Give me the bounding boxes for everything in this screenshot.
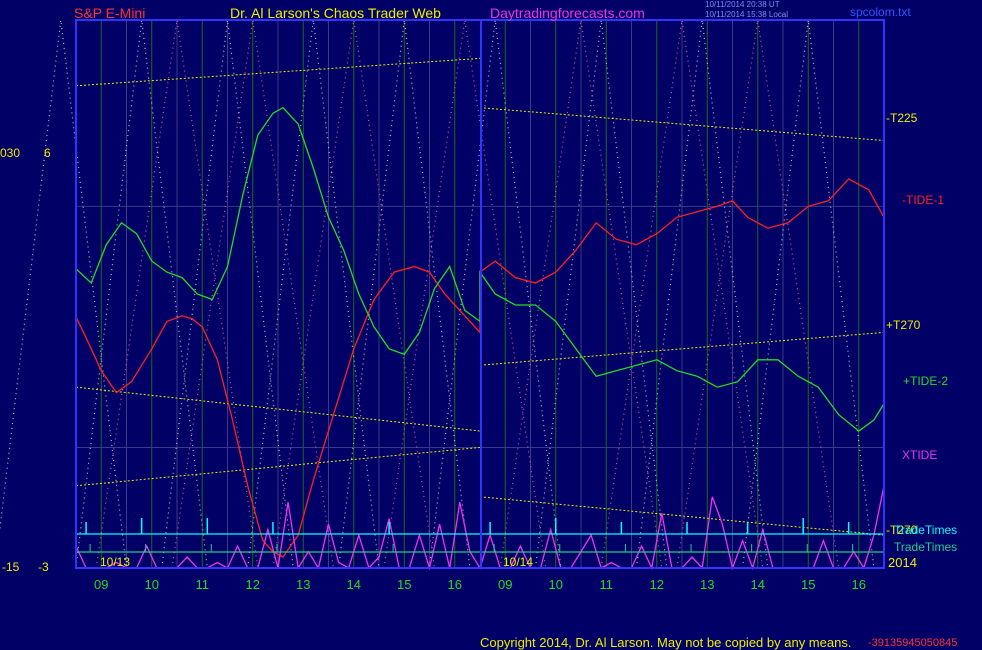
label-tradetimes-1: TradeTimes: [894, 523, 958, 537]
label-tradetimes-2: TradeTimes: [894, 540, 958, 554]
x-hour-label-11: 12: [650, 577, 664, 592]
x-hour-label-15: 16: [852, 577, 866, 592]
left-axis-label-top-2: 6: [44, 146, 51, 160]
x-axis-labels: 09 10 11 12 13 14 15 16 09 10 11 12 13 14 15 16: [94, 577, 866, 592]
left-axis-label-bottom-2: -3: [38, 560, 49, 574]
label-t225: -T225: [886, 111, 918, 125]
x-hour-label-1: 10: [145, 577, 159, 592]
label-t270: +T270: [886, 318, 921, 332]
series-line-1: [75, 106, 885, 432]
x-hour-label-6: 15: [397, 577, 411, 592]
x-hour-label-10: 11: [600, 577, 614, 592]
date-label-2: 10/14: [503, 555, 534, 569]
trend-lines: [75, 57, 885, 536]
site-title: Dr. Al Larson's Chaos Trader Web: [230, 5, 441, 21]
file-name: spcolom.txt: [850, 5, 911, 19]
trend-line-0-1: [479, 107, 885, 142]
x-hour-label-0: 09: [94, 577, 108, 592]
serial-number: -39135945050845: [868, 637, 958, 649]
x-hour-label-4: 13: [296, 577, 310, 592]
series-line-0: [75, 178, 885, 558]
x-hour-label-2: 11: [196, 577, 210, 592]
x-hour-label-14: 15: [801, 577, 815, 592]
x-hour-label-8: 09: [498, 577, 512, 592]
site-url[interactable]: Daytradingforecasts.com: [490, 5, 645, 21]
symbol-title: S&P E-Mini: [74, 5, 146, 21]
hour-grid: [76, 20, 884, 568]
trend-line-0-0: [75, 57, 481, 87]
x-hour-label-5: 14: [347, 577, 361, 592]
label-neg-t270: -T270: [886, 523, 918, 537]
timestamp-ut: 10/11/2014 20:38 UT: [705, 0, 780, 9]
year-label: 2014: [888, 555, 917, 570]
trend-line-1-1: [479, 331, 885, 366]
x-hour-label-12: 13: [700, 577, 714, 592]
x-hour-label-7: 16: [448, 577, 462, 592]
x-hour-label-9: 10: [549, 577, 563, 592]
timestamp-local: 10/11/2014 15:38 Local: [705, 10, 789, 19]
label-tide2: +TIDE-2: [903, 374, 949, 388]
copyright: Copyright 2014, Dr. Al Larson. May not b…: [480, 635, 852, 650]
label-tide1: -TIDE-1: [902, 193, 944, 207]
date-label-1: 10/13: [100, 555, 131, 569]
label-xtide: XTIDE: [902, 448, 938, 462]
left-axis-label-bottom: -15: [2, 560, 20, 574]
left-axis-label-top: 030: [0, 146, 21, 160]
x-hour-label-3: 12: [246, 577, 260, 592]
x-hour-label-13: 14: [751, 577, 765, 592]
